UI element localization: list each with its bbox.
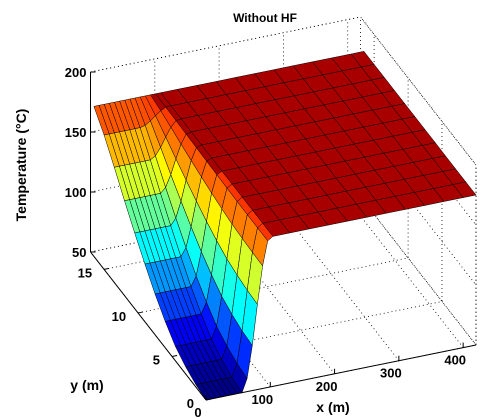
grid-line — [90, 16, 477, 166]
x-tick-label: 0 — [194, 405, 201, 418]
grid-line — [90, 196, 477, 346]
z-tick-label: 150 — [65, 125, 87, 140]
z-tick-label: 100 — [65, 185, 87, 200]
y-axis-label: y (m) — [70, 377, 103, 393]
surface-mesh — [93, 51, 477, 401]
y-axis-line — [90, 251, 207, 401]
y-tick-label: 0 — [187, 396, 194, 411]
y-tick-label: 15 — [78, 265, 92, 280]
y-tick-mark — [171, 354, 178, 357]
x-axis-line — [205, 344, 477, 401]
x-axis-label: x (m) — [316, 399, 349, 415]
x-tick-label: 400 — [444, 353, 466, 368]
axis-lines — [90, 71, 477, 401]
y-tick-label: 10 — [112, 309, 126, 324]
z-axis-label: Temperature (°C) — [13, 109, 29, 222]
x-tick-labels: 0 100 200 300 400 — [194, 353, 466, 418]
y-tick-label: 5 — [153, 353, 160, 368]
chart-title: Without HF — [233, 11, 297, 25]
x-tick-label: 100 — [251, 392, 273, 407]
y-tick-mark — [137, 311, 144, 314]
grid-line — [90, 136, 477, 286]
y-tick-mark — [205, 398, 212, 401]
y-tick-labels: 0 5 10 15 — [78, 265, 194, 411]
z-tick-label: 200 — [65, 65, 87, 80]
grid-line — [360, 196, 477, 346]
z-tick-labels: 50 100 150 200 — [65, 65, 87, 260]
x-tick-label: 200 — [316, 379, 338, 394]
grid-line — [360, 16, 477, 166]
y-tick-mark — [103, 267, 110, 270]
z-tick-label: 50 — [72, 245, 86, 260]
x-tick-label: 300 — [380, 366, 402, 381]
